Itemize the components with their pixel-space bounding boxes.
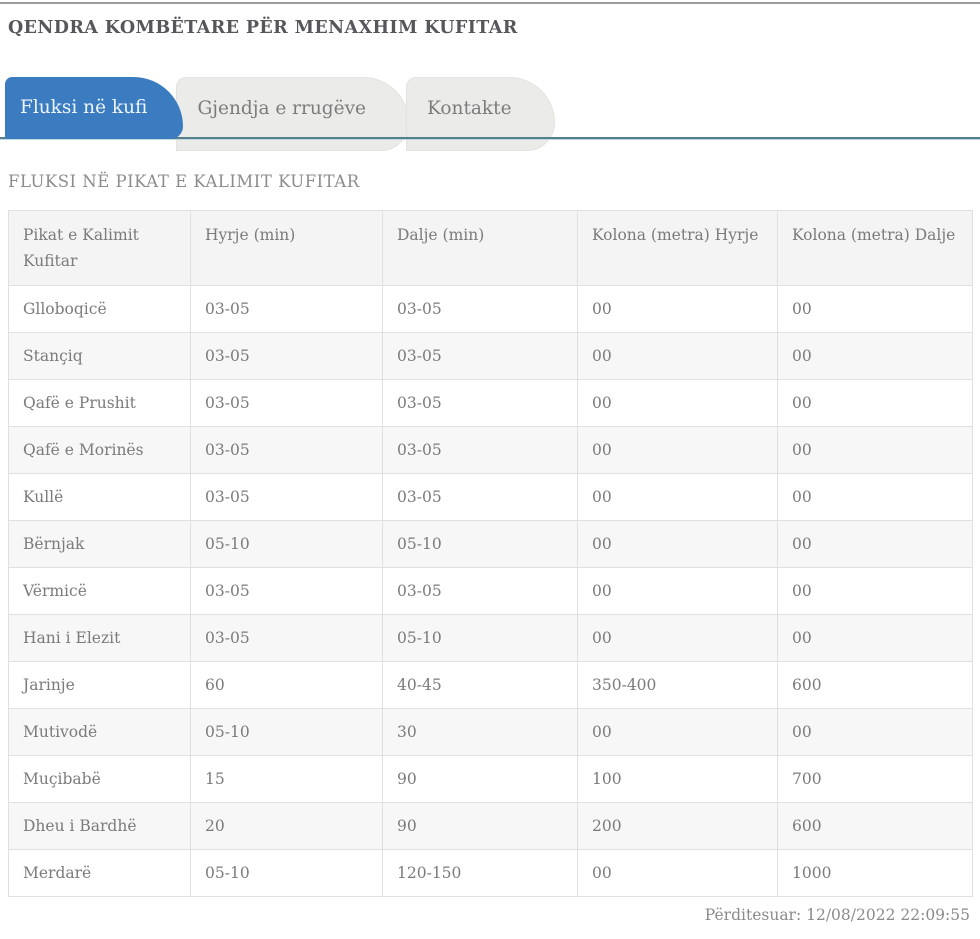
value-cell: 30 <box>382 708 578 756</box>
table-row: Mutivodë 05-10 30 00 00 <box>8 708 973 756</box>
value-cell: 03-05 <box>190 614 383 662</box>
value-cell: 15 <box>190 755 383 803</box>
crossing-name-cell: Kullë <box>8 473 191 521</box>
table-row: Kullë 03-05 03-05 00 00 <box>8 473 973 521</box>
crossing-name-cell: Stançiq <box>8 332 191 380</box>
value-cell: 120-150 <box>382 849 578 897</box>
value-cell: 00 <box>577 520 778 568</box>
value-cell: 00 <box>577 614 778 662</box>
column-header-kolona-hyrje: Kolona (metra) Hyrje <box>577 210 778 286</box>
crossing-name-cell: Qafë e Prushit <box>8 379 191 427</box>
value-cell: 200 <box>577 802 778 850</box>
column-header-hyrje-min: Hyrje (min) <box>190 210 383 286</box>
table-row: Dheu i Bardhë 20 90 200 600 <box>8 802 973 850</box>
value-cell: 05-10 <box>190 520 383 568</box>
value-cell: 00 <box>577 473 778 521</box>
table-row: Bërnjak 05-10 05-10 00 00 <box>8 520 973 568</box>
crossing-name-cell: Merdarë <box>8 849 191 897</box>
value-cell: 03-05 <box>382 426 578 474</box>
value-cell: 03-05 <box>190 473 383 521</box>
table-row: Hani i Elezit 03-05 05-10 00 00 <box>8 614 973 662</box>
page-title: QENDRA KOMBËTARE PËR MENAXHIM KUFITAR <box>8 18 518 38</box>
tab-bar: Fluksi në kufi Gjendja e rrugëve Kontakt… <box>0 77 980 151</box>
value-cell: 00 <box>777 426 973 474</box>
table-row: Glloboqicë 03-05 03-05 00 00 <box>8 285 973 333</box>
table-row: Qafë e Prushit 03-05 03-05 00 00 <box>8 379 973 427</box>
value-cell: 00 <box>577 332 778 380</box>
value-cell: 00 <box>577 426 778 474</box>
table-row: Merdarë 05-10 120-150 00 1000 <box>8 849 973 897</box>
value-cell: 03-05 <box>190 567 383 615</box>
value-cell: 05-10 <box>382 520 578 568</box>
value-cell: 03-05 <box>190 332 383 380</box>
value-cell: 00 <box>577 567 778 615</box>
value-cell: 03-05 <box>382 567 578 615</box>
table-row: Stançiq 03-05 03-05 00 00 <box>8 332 973 380</box>
value-cell: 03-05 <box>190 426 383 474</box>
value-cell: 00 <box>577 285 778 333</box>
column-header-kolona-dalje: Kolona (metra) Dalje <box>777 210 973 286</box>
table-header: Pikat e Kalimit Kufitar Hyrje (min) Dalj… <box>8 210 973 286</box>
crossing-name-cell: Hani i Elezit <box>8 614 191 662</box>
value-cell: 700 <box>777 755 973 803</box>
border-crossings-table: Pikat e Kalimit Kufitar Hyrje (min) Dalj… <box>8 210 973 897</box>
value-cell: 00 <box>777 332 973 380</box>
table-body: Glloboqicë 03-05 03-05 00 00 Stançiq 03-05 03-0… <box>8 285 973 897</box>
value-cell: 00 <box>777 379 973 427</box>
top-divider <box>0 2 980 4</box>
value-cell: 40-45 <box>382 661 578 709</box>
value-cell: 00 <box>577 379 778 427</box>
value-cell: 00 <box>777 473 973 521</box>
crossing-name-cell: Mutivodë <box>8 708 191 756</box>
value-cell: 03-05 <box>382 332 578 380</box>
tab-kontakte[interactable]: Kontakte <box>406 77 555 151</box>
value-cell: 00 <box>577 849 778 897</box>
value-cell: 00 <box>777 520 973 568</box>
value-cell: 03-05 <box>382 473 578 521</box>
value-cell: 00 <box>777 567 973 615</box>
value-cell: 100 <box>577 755 778 803</box>
value-cell: 03-05 <box>382 285 578 333</box>
value-cell: 05-10 <box>190 708 383 756</box>
column-header-dalje-min: Dalje (min) <box>382 210 578 286</box>
crossing-name-cell: Qafë e Morinës <box>8 426 191 474</box>
table-header-row: Pikat e Kalimit Kufitar Hyrje (min) Dalj… <box>8 210 973 286</box>
value-cell: 600 <box>777 802 973 850</box>
crossing-name-cell: Glloboqicë <box>8 285 191 333</box>
value-cell: 20 <box>190 802 383 850</box>
last-updated-text: Përditesuar: 12/08/2022 22:09:55 <box>704 906 970 924</box>
table-row: Qafë e Morinës 03-05 03-05 00 00 <box>8 426 973 474</box>
value-cell: 00 <box>777 285 973 333</box>
value-cell: 05-10 <box>382 614 578 662</box>
value-cell: 03-05 <box>190 379 383 427</box>
value-cell: 00 <box>777 708 973 756</box>
column-header-pikat: Pikat e Kalimit Kufitar <box>8 210 191 286</box>
value-cell: 60 <box>190 661 383 709</box>
value-cell: 600 <box>777 661 973 709</box>
value-cell: 03-05 <box>382 379 578 427</box>
table-row: Vërmicë 03-05 03-05 00 00 <box>8 567 973 615</box>
table-row: Muçibabë 15 90 100 700 <box>8 755 973 803</box>
crossing-name-cell: Muçibabë <box>8 755 191 803</box>
crossing-name-cell: Bërnjak <box>8 520 191 568</box>
value-cell: 00 <box>577 708 778 756</box>
value-cell: 03-05 <box>190 285 383 333</box>
crossing-name-cell: Dheu i Bardhë <box>8 802 191 850</box>
value-cell: 05-10 <box>190 849 383 897</box>
value-cell: 90 <box>382 802 578 850</box>
tab-underline <box>0 137 980 139</box>
tab-fluksi-ne-kufi[interactable]: Fluksi në kufi <box>5 77 184 139</box>
table-row: Jarinje 60 40-45 350-400 600 <box>8 661 973 709</box>
crossing-name-cell: Jarinje <box>8 661 191 709</box>
tab-gjendja-e-rrugeve[interactable]: Gjendja e rrugëve <box>176 77 409 151</box>
crossing-name-cell: Vërmicë <box>8 567 191 615</box>
value-cell: 00 <box>777 614 973 662</box>
value-cell: 350-400 <box>577 661 778 709</box>
value-cell: 1000 <box>777 849 973 897</box>
value-cell: 90 <box>382 755 578 803</box>
section-heading: FLUKSI NË PIKAT E KALIMIT KUFITAR <box>8 172 360 191</box>
